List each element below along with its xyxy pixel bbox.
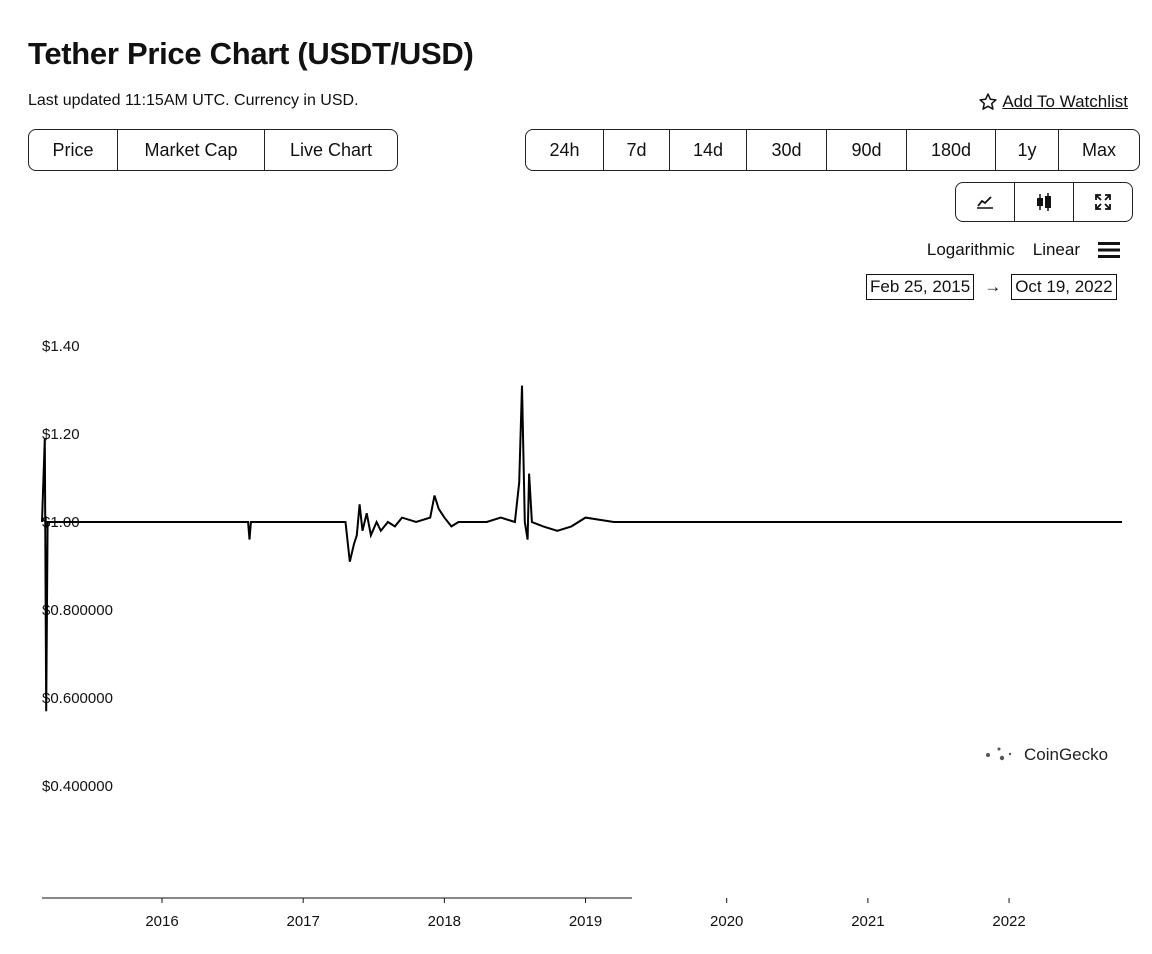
chart-view-toggle [955, 182, 1133, 222]
candlestick-icon [1037, 193, 1051, 211]
star-icon [979, 93, 997, 110]
chart-type-tabs: Price Market Cap Live Chart [28, 129, 398, 171]
coingecko-logo-icon [986, 747, 1012, 761]
hamburger-menu-icon[interactable] [1098, 241, 1120, 259]
start-date-input[interactable]: Feb 25, 2015 [866, 274, 975, 300]
range-24h[interactable]: 24h [549, 139, 580, 160]
candlestick-button[interactable] [1014, 183, 1073, 221]
page-title: Tether Price Chart (USDT/USD) [28, 36, 474, 71]
y-axis-labels: $1.40$1.20$1.00$0.800000$0.600000$0.4000… [42, 338, 113, 795]
x-tick-label: 2019 [569, 913, 602, 930]
tab-price[interactable]: Price [52, 139, 94, 160]
range-1y[interactable]: 1y [995, 130, 1058, 170]
y-tick-label: $1.20 [42, 426, 80, 443]
line-chart-button[interactable] [956, 183, 1014, 221]
range-arrow: → [984, 277, 1002, 296]
time-range-tabs: 24h 7d 14d 30d 90d 180d 1y Max [525, 129, 1140, 171]
price-chart[interactable]: $1.40$1.20$1.00$0.800000$0.600000$0.4000… [0, 310, 1152, 930]
last-updated-text: Last updated 11:15AM UTC. Currency in US… [28, 92, 359, 109]
line-chart-icon [977, 196, 993, 209]
x-tick-label: 2017 [286, 913, 319, 930]
range-14d[interactable]: 14d [669, 130, 746, 170]
x-tick-label: 2020 [710, 913, 743, 930]
x-tick-label: 2022 [992, 913, 1025, 930]
fullscreen-icon [1095, 194, 1111, 210]
date-range-picker: Feb 25, 2015 → Oct 19, 2022 [866, 274, 1117, 300]
tab-market-cap[interactable]: Market Cap [117, 130, 264, 170]
logarithmic-option[interactable]: Logarithmic [926, 240, 1015, 259]
range-90d[interactable]: 90d [826, 130, 906, 170]
fullscreen-button[interactable] [1073, 183, 1132, 221]
coingecko-label: CoinGecko [1024, 745, 1109, 764]
x-axis: 2016 2017 2018 2019 2020 2021 2022 [42, 897, 1026, 930]
y-tick-label: $1.40 [42, 338, 80, 355]
price-line [41, 385, 1122, 712]
x-tick-label: 2021 [851, 913, 884, 930]
end-date-input[interactable]: Oct 19, 2022 [1011, 274, 1117, 300]
range-max[interactable]: Max [1058, 130, 1139, 170]
range-180d[interactable]: 180d [906, 130, 995, 170]
watchlist-label: Add To Watchlist [1002, 92, 1128, 111]
x-tick-label: 2016 [145, 913, 178, 930]
scale-options: Logarithmic Linear [927, 240, 1120, 260]
y-tick-label: $0.800000 [42, 602, 113, 619]
range-30d[interactable]: 30d [746, 130, 826, 170]
y-tick-label: $0.400000 [42, 778, 113, 795]
range-7d[interactable]: 7d [603, 130, 669, 170]
linear-option[interactable]: Linear [1032, 240, 1080, 259]
add-to-watchlist-link[interactable]: Add To Watchlist [978, 92, 1128, 112]
x-tick-label: 2018 [428, 913, 461, 930]
y-tick-label: $0.600000 [42, 690, 113, 707]
tab-live-chart[interactable]: Live Chart [264, 130, 397, 170]
coingecko-watermark: CoinGecko [982, 744, 1108, 766]
